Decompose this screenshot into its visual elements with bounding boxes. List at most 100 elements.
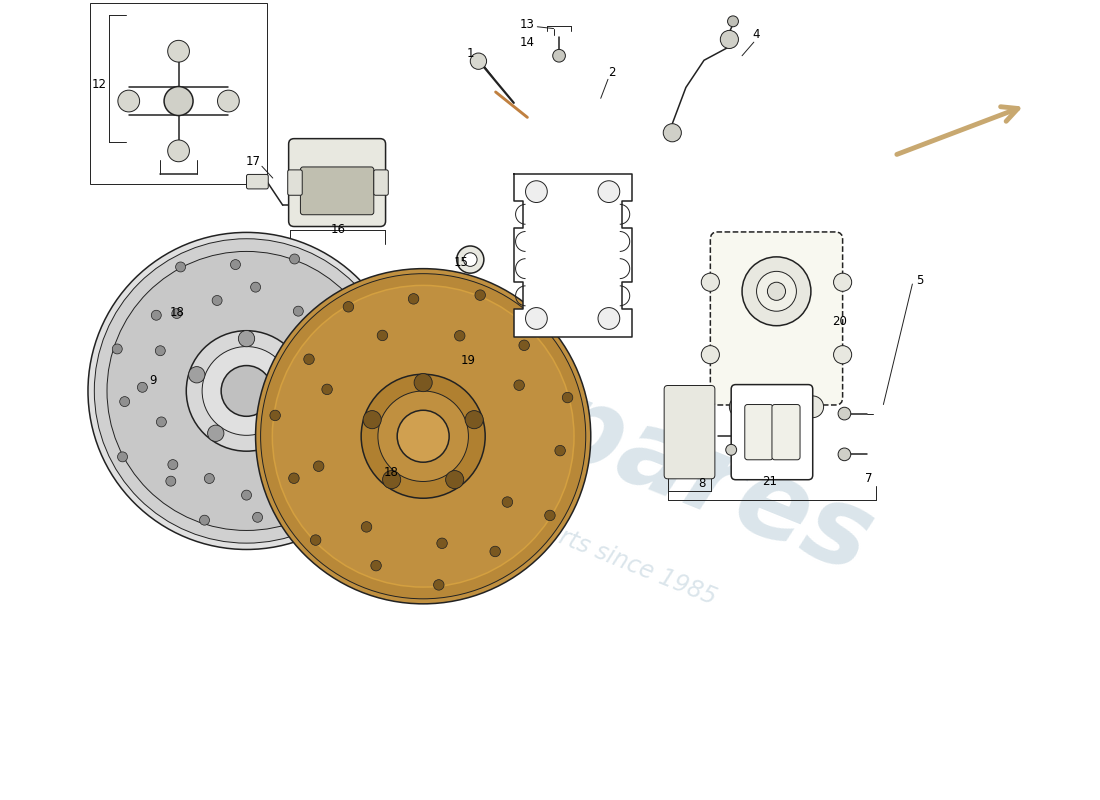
Circle shape	[742, 257, 811, 326]
Circle shape	[112, 344, 122, 354]
Circle shape	[242, 490, 252, 500]
Circle shape	[456, 246, 484, 273]
Circle shape	[294, 306, 304, 316]
Circle shape	[324, 302, 334, 313]
FancyBboxPatch shape	[300, 167, 374, 214]
Circle shape	[727, 16, 738, 26]
Circle shape	[152, 310, 162, 320]
Circle shape	[316, 460, 326, 470]
Circle shape	[155, 346, 165, 356]
Circle shape	[526, 307, 548, 330]
Circle shape	[270, 410, 280, 421]
Circle shape	[475, 290, 485, 300]
Circle shape	[304, 354, 315, 365]
Circle shape	[156, 417, 166, 427]
Text: 18: 18	[169, 306, 184, 318]
FancyBboxPatch shape	[664, 386, 715, 479]
Circle shape	[377, 330, 387, 341]
FancyBboxPatch shape	[745, 405, 773, 460]
Text: 17: 17	[245, 155, 261, 168]
Circle shape	[345, 377, 355, 387]
Circle shape	[834, 273, 851, 291]
Text: 4: 4	[752, 29, 760, 42]
Circle shape	[212, 295, 222, 306]
Text: 9: 9	[150, 374, 157, 386]
Circle shape	[544, 510, 556, 521]
Circle shape	[361, 374, 485, 498]
Circle shape	[332, 462, 342, 472]
Circle shape	[490, 546, 500, 557]
Circle shape	[95, 238, 398, 543]
Circle shape	[322, 384, 332, 394]
Circle shape	[199, 515, 209, 525]
Text: 5: 5	[916, 274, 923, 287]
Circle shape	[361, 522, 372, 532]
FancyBboxPatch shape	[732, 385, 813, 480]
Circle shape	[768, 282, 785, 300]
Text: 8: 8	[698, 477, 706, 490]
Circle shape	[552, 50, 565, 62]
Circle shape	[374, 338, 384, 348]
FancyBboxPatch shape	[246, 174, 268, 189]
Circle shape	[202, 346, 290, 435]
Circle shape	[554, 446, 565, 456]
Circle shape	[371, 428, 381, 438]
Circle shape	[308, 510, 318, 520]
Circle shape	[726, 444, 737, 455]
Circle shape	[802, 396, 824, 418]
Circle shape	[176, 262, 186, 272]
Circle shape	[397, 410, 449, 462]
Circle shape	[277, 470, 287, 479]
Circle shape	[138, 382, 147, 392]
Circle shape	[514, 380, 525, 390]
Text: 13: 13	[520, 18, 535, 30]
Circle shape	[172, 309, 182, 318]
Text: 14: 14	[520, 36, 535, 49]
Circle shape	[562, 392, 573, 403]
Text: 12: 12	[91, 78, 107, 91]
FancyBboxPatch shape	[288, 138, 386, 226]
Circle shape	[288, 366, 305, 383]
Circle shape	[446, 470, 464, 489]
FancyBboxPatch shape	[288, 170, 302, 195]
Circle shape	[255, 269, 591, 604]
Circle shape	[88, 233, 405, 550]
Polygon shape	[514, 174, 631, 337]
Circle shape	[221, 366, 272, 416]
Circle shape	[205, 474, 214, 483]
Circle shape	[168, 460, 178, 470]
Circle shape	[526, 181, 548, 202]
Circle shape	[433, 580, 444, 590]
Circle shape	[378, 391, 469, 482]
Circle shape	[208, 425, 224, 442]
Circle shape	[383, 470, 400, 489]
Circle shape	[253, 512, 263, 522]
Circle shape	[343, 302, 354, 312]
Circle shape	[757, 271, 796, 311]
FancyBboxPatch shape	[772, 405, 800, 460]
Circle shape	[702, 273, 719, 291]
Circle shape	[218, 90, 240, 112]
Circle shape	[454, 330, 465, 341]
Circle shape	[167, 140, 189, 162]
Circle shape	[231, 260, 241, 270]
Circle shape	[251, 282, 261, 292]
Circle shape	[164, 86, 194, 115]
FancyBboxPatch shape	[711, 232, 843, 405]
Circle shape	[107, 251, 386, 530]
Circle shape	[598, 307, 619, 330]
Circle shape	[329, 423, 339, 433]
Circle shape	[663, 124, 681, 142]
Text: a passion for parts since 1985: a passion for parts since 1985	[381, 454, 719, 610]
Circle shape	[371, 560, 382, 571]
Circle shape	[437, 538, 448, 549]
Circle shape	[166, 476, 176, 486]
Circle shape	[702, 346, 719, 364]
Text: 20: 20	[833, 314, 847, 328]
Circle shape	[288, 473, 299, 483]
FancyBboxPatch shape	[374, 170, 388, 195]
Circle shape	[186, 330, 307, 451]
Circle shape	[330, 330, 340, 341]
Circle shape	[118, 90, 140, 112]
Circle shape	[838, 448, 850, 461]
